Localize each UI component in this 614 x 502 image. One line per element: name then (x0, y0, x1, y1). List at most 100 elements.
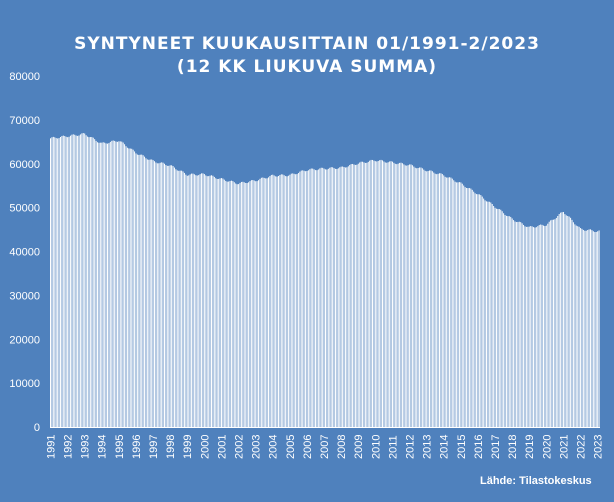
bar (215, 178, 217, 427)
bar (126, 147, 128, 428)
bar (530, 226, 532, 427)
bar (383, 161, 385, 427)
bar (124, 144, 126, 428)
bar (404, 165, 406, 428)
bar (505, 215, 507, 427)
bar (206, 176, 208, 427)
bar (154, 161, 156, 427)
bar (464, 187, 466, 427)
bar (471, 189, 473, 427)
bar (547, 223, 549, 427)
bar (517, 221, 519, 427)
bar (156, 163, 158, 427)
bar (503, 213, 505, 427)
bar (307, 170, 309, 427)
bar (438, 173, 440, 427)
bar (151, 159, 153, 427)
bar (285, 176, 287, 427)
bar (495, 208, 497, 427)
bar (178, 170, 180, 428)
bar (104, 142, 106, 428)
bar (141, 154, 143, 428)
bar (362, 161, 364, 428)
x-tick-label: 2012 (405, 435, 417, 459)
bar (448, 177, 450, 427)
bar (525, 226, 527, 427)
bar (487, 201, 489, 427)
bar (340, 166, 342, 427)
bar (249, 181, 251, 427)
bar (312, 168, 314, 427)
bar (59, 137, 61, 427)
bar (75, 135, 77, 427)
bar (535, 227, 537, 427)
bar (541, 224, 543, 427)
bar (91, 137, 93, 427)
bar (359, 162, 361, 427)
bar (84, 133, 86, 427)
y-tick-label: 30000 (9, 290, 40, 302)
bar (572, 222, 574, 427)
bar (518, 221, 520, 427)
bar (403, 164, 405, 427)
bar (246, 183, 248, 427)
bar (339, 167, 341, 427)
bar (163, 163, 165, 427)
bar (223, 179, 225, 427)
bar (347, 166, 349, 428)
x-tick-label: 2001 (216, 435, 228, 459)
bar (508, 216, 510, 427)
bar (458, 182, 460, 427)
bar (225, 180, 227, 427)
bar (561, 212, 563, 427)
y-tick-label: 20000 (9, 334, 40, 346)
bar (327, 168, 329, 427)
bar (356, 164, 358, 428)
bar (537, 226, 539, 427)
bar (568, 216, 570, 427)
bar (580, 228, 582, 427)
bar (275, 176, 277, 427)
x-tick-label: 2022 (576, 435, 588, 459)
bar (510, 216, 512, 427)
bar (407, 165, 409, 428)
bar (427, 171, 429, 427)
bar (196, 175, 198, 427)
bar (57, 138, 59, 427)
bar (175, 169, 177, 427)
bar (424, 170, 426, 428)
bar (212, 175, 214, 427)
bar (545, 225, 547, 427)
bar (557, 216, 559, 427)
bar (380, 159, 382, 427)
bar (266, 178, 268, 427)
y-tick-label: 10000 (9, 378, 40, 390)
x-tick-label: 2011 (387, 435, 399, 459)
bar (233, 182, 235, 427)
x-tick-label: 2010 (370, 435, 382, 459)
bar (344, 167, 346, 428)
bar (370, 159, 372, 428)
bar (205, 175, 207, 427)
bar (377, 160, 379, 428)
bar (379, 160, 381, 427)
bar (421, 168, 423, 428)
bar (450, 177, 452, 427)
bar (279, 175, 281, 427)
bar (191, 173, 193, 427)
bar (102, 142, 104, 427)
bar (413, 166, 415, 427)
bar (595, 231, 597, 427)
bar (397, 163, 399, 427)
bar (454, 181, 456, 427)
bar (401, 163, 403, 427)
bar (463, 185, 465, 427)
bar (410, 164, 412, 427)
bar (186, 175, 188, 427)
bar (467, 188, 469, 427)
bar (54, 137, 56, 428)
bar (171, 165, 173, 428)
bar (260, 177, 262, 427)
bar (181, 170, 183, 427)
bar (396, 164, 398, 427)
